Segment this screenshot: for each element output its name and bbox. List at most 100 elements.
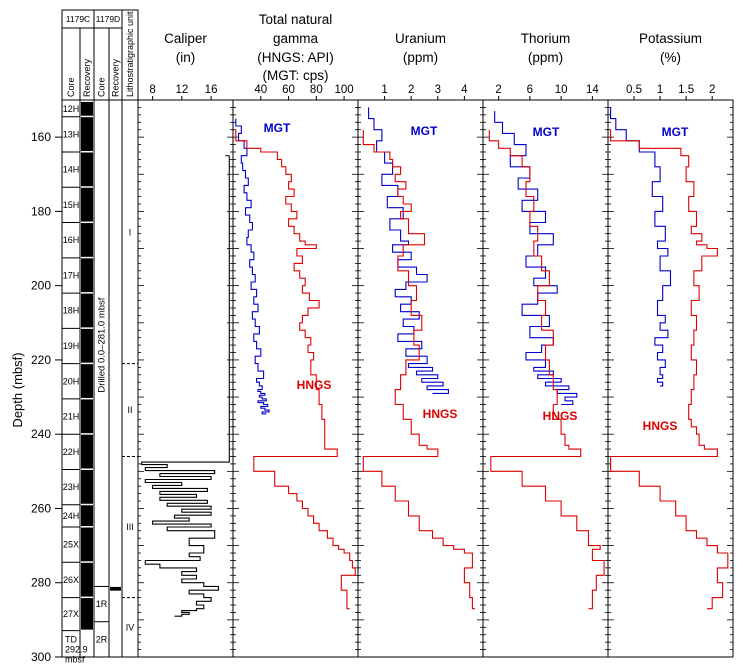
series-label-hngs: HNGS <box>297 378 332 392</box>
series-line-mgt <box>494 111 578 406</box>
recovery-bar <box>81 434 93 469</box>
series-line-caliper <box>141 155 230 617</box>
x-tick-label: 4 <box>461 84 468 96</box>
x-tick-label: 60 <box>282 84 295 96</box>
recovery-bar <box>81 505 93 527</box>
column-header: Lithostratigraphic unit <box>125 11 135 97</box>
recovery-bar <box>81 527 93 562</box>
x-tick-label: 1 <box>381 84 387 96</box>
core-column: 1179C 1179D Core Recovery Core Recovery Lithos… <box>61 9 139 665</box>
panel-frame <box>607 99 734 658</box>
x-tick-label: 14 <box>586 84 599 96</box>
depth-axis-label: Depth (mbsf) <box>10 352 25 427</box>
core-label: 1R <box>96 599 108 609</box>
column-header: Recovery <box>82 58 92 97</box>
recovery-bar <box>81 223 93 257</box>
panel-subtitle: (HNGS: API) <box>257 50 334 65</box>
series-label-hngs: HNGS <box>543 409 578 423</box>
recovery-bar <box>81 328 93 363</box>
recovery-bar <box>81 598 93 630</box>
depth-axis: Depth (mbsf) 160 180 200 220 240 260 280 300 <box>10 130 62 664</box>
panel-title: Caliper <box>164 31 207 46</box>
unit-label: III <box>126 522 134 532</box>
unit-label: IV <box>126 622 135 632</box>
core-label: 23H <box>63 482 80 492</box>
core-label: 15H <box>63 200 80 210</box>
recovery-bar <box>81 117 93 151</box>
drilled-interval-label: Drilled 0.0–281.0 mbsf <box>97 297 108 392</box>
hole-label-1179c: 1179C <box>66 14 90 24</box>
x-tick-label: 1 <box>657 84 663 96</box>
series-line-hngs <box>362 129 475 610</box>
core-label: 12H <box>63 104 80 114</box>
recovery-bar <box>81 152 93 187</box>
recovery-bar <box>81 258 93 293</box>
panel-title: Potassium <box>639 31 702 46</box>
x-tick-label: 100 <box>335 84 354 96</box>
panel-subtitle: (ppm) <box>528 50 563 65</box>
series-line-mgt <box>368 107 449 394</box>
panel-subtitle: (%) <box>660 50 681 65</box>
core-label: 24H <box>63 511 80 521</box>
x-tick-label: 2 <box>495 84 501 96</box>
depth-tick-label: 180 <box>31 204 51 218</box>
panel-frame <box>137 99 234 658</box>
series-line-mgt <box>235 118 270 415</box>
panel-subtitle: (ppm) <box>403 50 438 65</box>
recovery-bar <box>81 101 93 116</box>
recovery-bar <box>81 469 93 504</box>
series-label-mgt: MGT <box>264 121 291 135</box>
x-tick-label: 2 <box>709 84 715 96</box>
unit-label: I <box>129 228 132 238</box>
core-label: 25X <box>63 540 79 550</box>
depth-tick-label: 280 <box>31 576 51 590</box>
recovery-bar <box>81 293 93 328</box>
core-label: 18H <box>63 306 80 316</box>
column-header: Core <box>66 77 76 97</box>
series-label-mgt: MGT <box>533 125 560 139</box>
hole-label-1179d: 1179D <box>96 14 120 24</box>
recovery-bar <box>81 399 93 434</box>
x-tick-label: 1.5 <box>678 84 694 96</box>
core-label: 17H <box>63 270 80 280</box>
x-tick-label: 12 <box>175 84 188 96</box>
series-label-hngs: HNGS <box>423 407 458 421</box>
panel-title: Uranium <box>395 31 446 46</box>
panel-potassium: Potassium (%) 0.5 1 1.5 2 MGT HNGS <box>607 31 734 658</box>
depth-tick-label: 300 <box>31 650 51 664</box>
core-label: 16H <box>63 235 80 245</box>
x-tick-label: 8 <box>149 84 155 96</box>
x-tick-label: 6 <box>527 84 533 96</box>
series-label-hngs: HNGS <box>643 419 678 433</box>
series-line-hngs <box>488 129 605 610</box>
core-label: 20H <box>63 376 80 386</box>
x-tick-label: 10 <box>555 84 568 96</box>
td-label: TD <box>65 635 77 645</box>
panel-total-natural-gamma: Total natural gamma (HNGS: API) (MGT: cps)4… <box>232 12 359 658</box>
recovery-bar <box>81 364 93 398</box>
x-tick-label: 80 <box>310 84 323 96</box>
depth-tick-label: 240 <box>31 427 51 441</box>
recovery-bar <box>81 187 93 222</box>
column-header: Recovery <box>111 58 121 97</box>
recovery-bar <box>81 562 93 597</box>
core-label: 26X <box>63 575 79 585</box>
panel-title: gamma <box>273 31 319 46</box>
recovery-bar <box>110 586 121 591</box>
x-tick-label: 40 <box>254 84 267 96</box>
panel-subtitle: (in) <box>176 50 196 65</box>
x-tick-label: 16 <box>205 84 218 96</box>
panel-thorium: Thorium (ppm) 2 6 10 14 MGT HNGS <box>482 31 609 658</box>
series-label-mgt: MGT <box>662 125 689 139</box>
panel-title: Thorium <box>521 31 571 46</box>
x-tick-label: 0.5 <box>626 84 642 96</box>
depth-tick-label: 160 <box>31 130 51 144</box>
core-label: 14H <box>63 165 80 175</box>
depth-tick-label: 220 <box>31 353 51 367</box>
panel-subtitle: (MGT: cps) <box>263 68 329 83</box>
panel-uranium: Uranium (ppm) 1 2 3 4 MGT HNGS <box>357 31 484 658</box>
td-label: 292.9 <box>65 645 88 655</box>
td-label: mbsf <box>65 655 85 665</box>
